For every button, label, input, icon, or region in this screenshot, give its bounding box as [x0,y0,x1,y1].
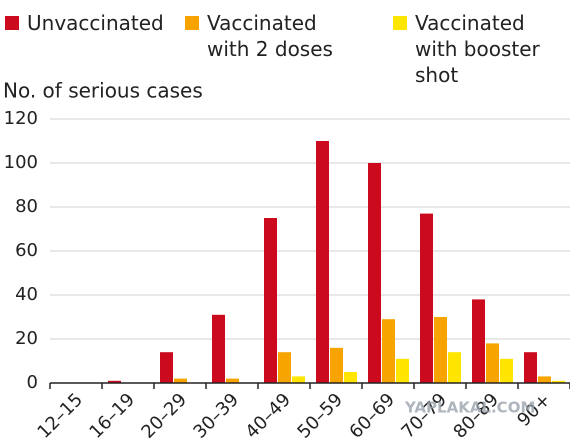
bar [382,319,395,383]
legend-item: Unvaccinated [5,10,180,36]
x-tick-label: 20–29 [137,389,191,438]
x-tick-label: 30–39 [189,389,243,438]
y-tick-label: 100 [4,152,38,173]
bar [486,343,499,383]
bar [368,163,381,383]
bar [448,352,461,383]
legend-item: Vaccinated with 2 doses [185,10,360,62]
bar [278,352,291,383]
legend-item: Vaccinated with booster shot [393,10,568,88]
y-tick-label: 60 [15,240,38,261]
legend-label: Unvaccinated [27,11,164,35]
bar [420,213,433,383]
watermark: YAPLAKAL.COM [404,399,535,417]
legend-label: Vaccinated with booster shot [415,11,540,87]
bar [316,141,329,383]
y-tick-label: 20 [15,328,38,349]
x-tick-label: 16–19 [85,389,139,438]
bar [396,358,409,383]
legend-swatch [5,16,19,30]
bar [538,376,551,383]
x-tick-label: 60–69 [345,389,399,438]
bar [226,378,239,383]
bar [292,376,305,383]
y-tick-label: 40 [15,284,38,305]
bar [330,347,343,383]
x-tick-label: 12–15 [33,389,87,438]
bar [552,380,565,383]
bar [472,299,485,383]
bar [212,314,225,383]
y-tick-label: 80 [15,196,38,217]
x-tick-label: 50–59 [293,389,347,438]
legend-label: Vaccinated with 2 doses [207,11,333,61]
y-tick-label: 120 [4,108,38,129]
y-tick-label: 0 [27,372,38,393]
bar [108,380,121,383]
legend-swatch [185,16,199,30]
bar [174,378,187,383]
bar [500,358,513,383]
bar [264,218,277,383]
bar [524,352,537,383]
bar [434,317,447,383]
bar [160,352,173,383]
x-tick-label: 40–49 [241,389,295,438]
bar [344,372,357,383]
legend-swatch [393,16,407,30]
y-axis-label: No. of serious cases [3,79,203,103]
